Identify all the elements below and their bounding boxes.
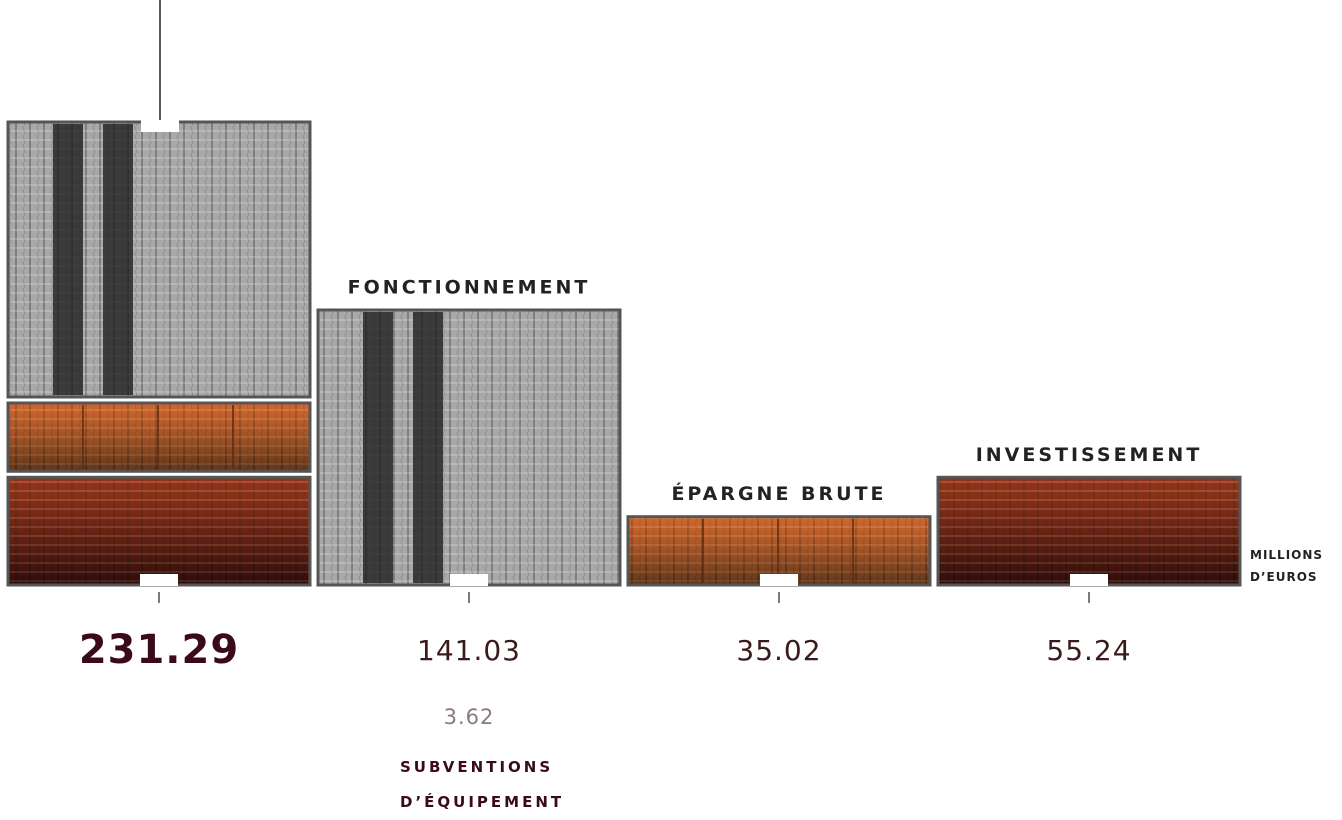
- value-label: 141.03: [417, 634, 521, 667]
- notch: [141, 119, 179, 132]
- unit-label: MILLIONS D’EUROS: [1250, 548, 1324, 584]
- value-label: 35.02: [736, 634, 821, 667]
- dark-column: [363, 311, 393, 583]
- shade: [9, 404, 309, 470]
- notch: [450, 574, 488, 586]
- category-label: FONCTIONNEMENT: [348, 276, 591, 298]
- dark-column: [413, 311, 443, 583]
- dark-column: [53, 123, 83, 395]
- shade: [939, 478, 1239, 584]
- shade: [629, 518, 929, 584]
- notch: [1070, 574, 1108, 586]
- dark-column: [103, 123, 133, 395]
- shade: [9, 478, 309, 584]
- annotation-label: SUBVENTIONS D’ÉQUIPEMENT: [400, 758, 565, 811]
- notch: [760, 574, 798, 586]
- category-label: INVESTISSEMENT: [976, 444, 1203, 466]
- value-label: 231.29: [79, 627, 239, 673]
- annotation-value: 3.62: [444, 705, 495, 729]
- notch: [140, 574, 178, 586]
- category-label: ÉPARGNE BRUTE: [671, 482, 886, 505]
- value-label: 55.24: [1046, 634, 1131, 667]
